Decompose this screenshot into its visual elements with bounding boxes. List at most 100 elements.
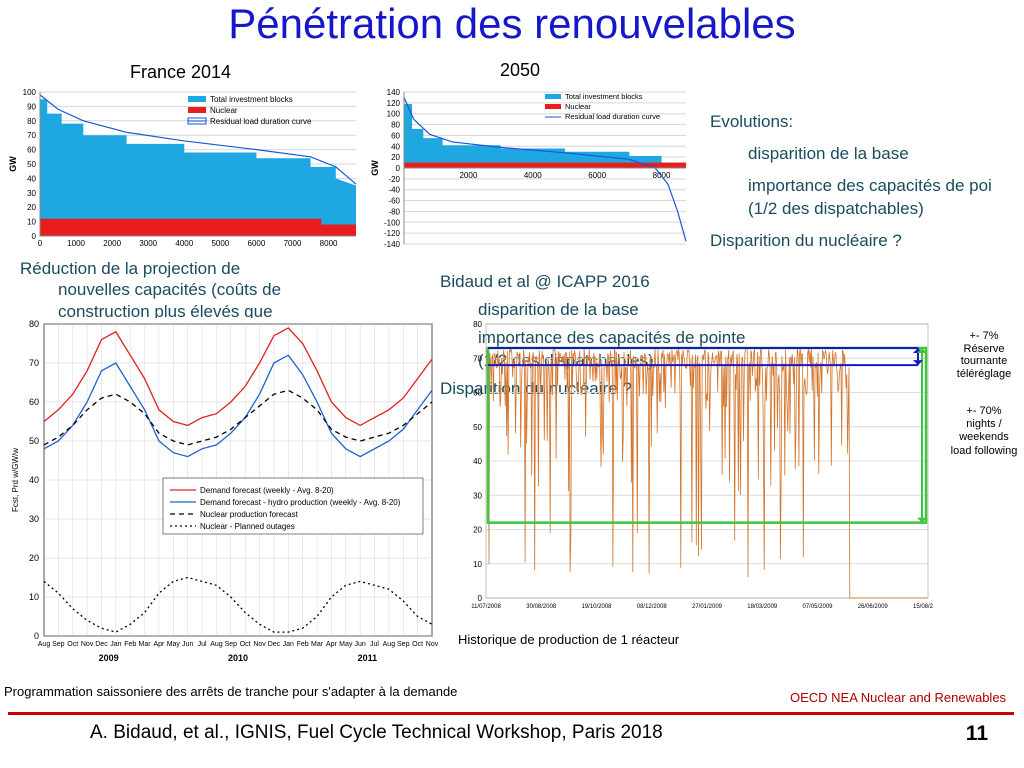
- svg-text:80: 80: [473, 320, 482, 329]
- svg-text:27/01/2009: 27/01/2009: [692, 604, 723, 610]
- svg-text:10: 10: [29, 592, 39, 602]
- svg-text:6000: 6000: [588, 171, 606, 180]
- reactor-caption: Historique de production de 1 réacteur: [458, 632, 679, 647]
- svg-text:-100: -100: [384, 218, 401, 227]
- svg-text:Oct: Oct: [67, 641, 78, 648]
- annotation-7pct: +- 7% Réserve tournante téléréglage: [942, 330, 1024, 381]
- svg-text:08/12/2008: 08/12/2008: [637, 604, 668, 610]
- svg-text:3000: 3000: [139, 239, 157, 248]
- svg-text:70: 70: [473, 354, 482, 363]
- svg-text:Feb: Feb: [297, 641, 309, 648]
- svg-text:Sep: Sep: [225, 641, 238, 648]
- svg-text:11/07/2008: 11/07/2008: [471, 604, 501, 610]
- evolutions-line1: disparition de la base: [748, 142, 1024, 166]
- svg-text:Oct: Oct: [240, 641, 251, 648]
- svg-text:Jul: Jul: [370, 641, 379, 648]
- svg-text:2009: 2009: [99, 653, 119, 663]
- svg-text:30: 30: [473, 491, 482, 500]
- svg-text:50: 50: [29, 436, 39, 446]
- svg-text:40: 40: [27, 174, 36, 183]
- svg-text:0: 0: [396, 164, 401, 173]
- svg-text:Nuclear: Nuclear: [210, 106, 238, 115]
- svg-text:80: 80: [27, 117, 36, 126]
- svg-text:2000: 2000: [103, 239, 121, 248]
- svg-text:-20: -20: [388, 175, 400, 184]
- svg-text:8000: 8000: [653, 171, 671, 180]
- svg-text:Dec: Dec: [95, 641, 108, 648]
- chart-seasonal-demand: 01020304050607080AugSepOctNovDecJanFebMa…: [8, 318, 438, 678]
- svg-text:Sep: Sep: [397, 641, 410, 648]
- svg-text:7000: 7000: [284, 239, 302, 248]
- svg-text:10: 10: [473, 560, 482, 569]
- svg-text:Nuclear: Nuclear: [565, 102, 591, 111]
- svg-text:May: May: [339, 641, 353, 648]
- svg-text:GW: GW: [8, 156, 18, 172]
- svg-text:70: 70: [29, 358, 39, 368]
- svg-text:30: 30: [29, 514, 39, 524]
- svg-text:80: 80: [391, 121, 400, 130]
- svg-text:Feb: Feb: [124, 641, 136, 648]
- svg-text:Demand forecast - hydro produc: Demand forecast - hydro production (week…: [200, 498, 401, 507]
- chart-france-2014: 0102030405060708090100010002000300040005…: [8, 88, 358, 248]
- svg-text:Sep: Sep: [52, 641, 65, 648]
- svg-text:-60: -60: [388, 197, 400, 206]
- svg-text:Total investment blocks: Total investment blocks: [565, 92, 643, 101]
- svg-text:10: 10: [27, 218, 36, 227]
- svg-text:90: 90: [27, 102, 36, 111]
- svg-text:50: 50: [27, 160, 36, 169]
- svg-text:120: 120: [387, 99, 401, 108]
- svg-text:Oct: Oct: [412, 641, 423, 648]
- subtitle-2014: France 2014: [130, 62, 231, 83]
- chart-2050: -140-120-100-80-60-40-200204060801001201…: [370, 88, 690, 248]
- svg-text:Aug: Aug: [38, 641, 51, 648]
- svg-text:-120: -120: [384, 229, 401, 238]
- svg-text:30/08/2008: 30/08/2008: [526, 604, 557, 610]
- svg-text:80: 80: [29, 319, 39, 329]
- svg-text:Nuclear - Planned outages: Nuclear - Planned outages: [200, 522, 295, 531]
- svg-text:100: 100: [387, 110, 401, 119]
- svg-text:50: 50: [473, 423, 482, 432]
- chart-reactor-history: 0102030405060708011/07/200830/08/200819/…: [458, 320, 933, 615]
- svg-text:2000: 2000: [459, 171, 477, 180]
- evolutions-heading: Evolutions:: [710, 112, 793, 131]
- svg-text:Total investment blocks: Total investment blocks: [210, 95, 293, 104]
- subtitle-2050: 2050: [500, 60, 540, 81]
- svg-text:5000: 5000: [211, 239, 229, 248]
- svg-text:-140: -140: [384, 240, 401, 248]
- svg-text:Demand forecast (weekly - Avg.: Demand forecast (weekly - Avg. 8-20): [200, 486, 334, 495]
- evolutions-line2: importance des capacités de poi(1/2 des …: [748, 174, 1024, 222]
- svg-text:Dec: Dec: [268, 641, 281, 648]
- svg-text:20: 20: [473, 526, 482, 535]
- svg-text:6000: 6000: [248, 239, 266, 248]
- svg-text:Nuclear production forecast: Nuclear production forecast: [200, 510, 299, 519]
- footer-citation: A. Bidaud, et al., IGNIS, Fuel Cycle Tec…: [90, 722, 663, 744]
- svg-text:-80: -80: [388, 207, 400, 216]
- svg-text:70: 70: [27, 131, 36, 140]
- svg-text:19/10/2008: 19/10/2008: [581, 604, 612, 610]
- svg-text:2010: 2010: [228, 653, 248, 663]
- svg-text:Nov: Nov: [426, 641, 438, 648]
- svg-text:Aug: Aug: [383, 641, 396, 648]
- reduction-text: Réduction de la projection de nouvelles …: [20, 258, 420, 322]
- svg-text:Residual load duration curve: Residual load duration curve: [565, 112, 660, 121]
- svg-text:Jul: Jul: [198, 641, 207, 648]
- slide-title: Pénétration des renouvelables: [0, 0, 1024, 48]
- svg-text:4000: 4000: [175, 239, 193, 248]
- svg-text:18/03/2009: 18/03/2009: [747, 604, 778, 610]
- svg-text:26/06/2009: 26/06/2009: [858, 604, 889, 610]
- svg-text:Residual load duration curve: Residual load duration curve: [210, 117, 312, 126]
- svg-text:40: 40: [29, 475, 39, 485]
- svg-text:Nov: Nov: [253, 641, 266, 648]
- svg-text:GW: GW: [370, 160, 380, 176]
- svg-text:0: 0: [32, 232, 37, 241]
- svg-text:Nov: Nov: [81, 641, 94, 648]
- svg-text:Jan: Jan: [110, 641, 121, 648]
- svg-text:20: 20: [391, 153, 400, 162]
- svg-text:4000: 4000: [524, 171, 542, 180]
- svg-text:Fcst, Prd w/GW/w: Fcst, Prd w/GW/w: [11, 448, 20, 512]
- svg-text:Aug: Aug: [210, 641, 223, 648]
- svg-text:Jun: Jun: [182, 641, 193, 648]
- footer-divider: [8, 712, 1014, 715]
- svg-text:0: 0: [34, 631, 39, 641]
- svg-text:20: 20: [29, 553, 39, 563]
